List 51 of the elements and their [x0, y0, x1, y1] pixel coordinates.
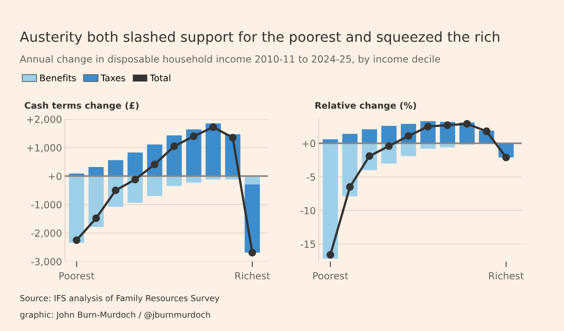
- y-tick-label: -2,000: [31, 230, 62, 238]
- point: [72, 236, 80, 244]
- bar: [68, 176, 84, 243]
- legend-label: Taxes: [100, 74, 126, 82]
- point: [190, 132, 198, 140]
- bar: [206, 123, 221, 176]
- bar: [362, 129, 378, 144]
- y-tick-label: -5: [306, 174, 316, 181]
- bar: [88, 166, 104, 176]
- y-axis-title: Cash terms change (£): [24, 102, 139, 111]
- point: [92, 214, 100, 222]
- point: [326, 250, 334, 259]
- bar: [400, 143, 416, 156]
- point: [150, 160, 158, 168]
- y-tick-label: -15: [300, 240, 316, 248]
- chart-title: Austerity both slashed support for the poorest and squeezed the rich: [20, 31, 500, 45]
- y-axis-title: Relative change (%): [315, 102, 416, 111]
- point: [170, 142, 178, 150]
- y-tick-label: +1,000: [27, 144, 62, 152]
- x-tick-label: Richest: [235, 272, 270, 280]
- source-note: Source: IFS analysis of Family Resources Survey: [20, 294, 220, 303]
- y-tick-label: -10: [300, 206, 316, 214]
- legend-label: Total: [150, 74, 170, 82]
- point: [502, 154, 510, 162]
- y-tick-label: +2,000: [27, 116, 62, 124]
- bar: [166, 176, 182, 186]
- y-tick-label: +0: [302, 140, 316, 148]
- point: [228, 134, 237, 142]
- bar: [322, 143, 338, 259]
- bar: [147, 176, 162, 196]
- y-tick-label: +0: [48, 172, 62, 180]
- y-tick-label: -1,000: [31, 201, 62, 210]
- point: [346, 183, 354, 191]
- x-tick-label: Richest: [489, 272, 524, 280]
- legend-label: Benefits: [40, 74, 76, 82]
- bar: [381, 126, 397, 144]
- x-tick-label: Poorest: [60, 272, 94, 280]
- point: [463, 120, 471, 128]
- x-tick-label: Poorest: [313, 272, 348, 280]
- chart-subtitle: Annual change in disposable household income 2010-11 to 2024-25, by income decile: [20, 55, 440, 65]
- point: [248, 248, 256, 256]
- y-tick-label: -3,000: [31, 258, 62, 266]
- point: [209, 123, 218, 131]
- point: [444, 121, 452, 130]
- bar: [128, 152, 143, 176]
- point: [482, 127, 490, 136]
- point: [385, 142, 393, 150]
- point: [424, 122, 432, 130]
- bar: [108, 160, 124, 176]
- text: graphic: John Burn-Murdoch / @jburnmurdoch: [20, 311, 210, 320]
- point: [131, 176, 139, 184]
